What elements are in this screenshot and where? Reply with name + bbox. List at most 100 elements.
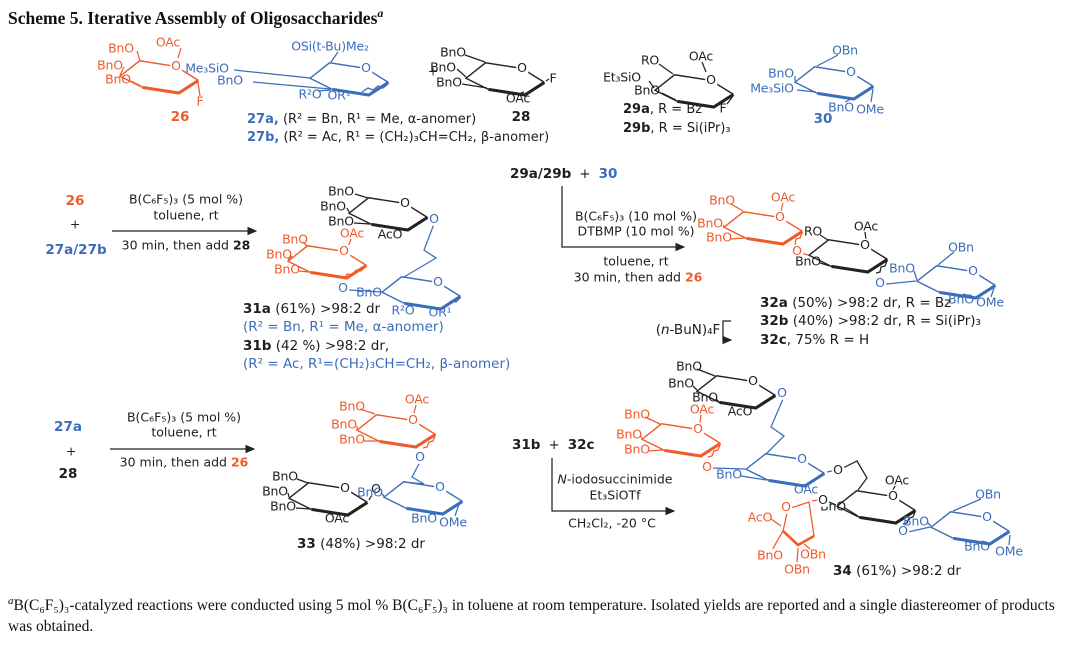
definition-text: (R² = Ac, R¹=(CH₂)₃CH=CH₂, β-anomer) [243, 356, 511, 372]
reagent-text: n [660, 322, 670, 338]
substituent-label: BnO [262, 483, 288, 499]
scheme-title-text: Scheme 5. Iterative Assembly of Oligosac… [8, 7, 378, 28]
compound-number-26: 26 [230, 454, 249, 470]
compound-number-28: 28 [511, 109, 531, 125]
yield-text: (61%) >98:2 dr [270, 301, 381, 317]
substituent-label: BnO [634, 82, 660, 98]
conditions-text: 30 min, then add [121, 237, 233, 253]
glycosidic-oxygen-label: O [776, 384, 788, 400]
reaction-conditions: B(C₆F₅)₃ (10 mol %) [574, 208, 698, 224]
substituent-label: BnO [320, 198, 346, 214]
substituent-label: Me₃SiO [185, 60, 229, 76]
caption-text: , R = Bz [649, 102, 703, 117]
substituent-label: R²O [391, 302, 415, 318]
substituent-label: OAc [689, 401, 715, 417]
ring-oxygen-label: O [360, 59, 372, 75]
reaction-conditions: toluene, rt [151, 424, 217, 440]
compound-number-28: 28 [232, 237, 251, 253]
substituent-label: BnO [339, 398, 365, 414]
reactant-label-32c: 32c [567, 437, 595, 453]
substituent-label: OAc [793, 481, 819, 497]
reactants-header-29-30: 29a/29b +30 [510, 166, 617, 182]
substituent-label: BnO [697, 215, 723, 231]
caption-29a: 29a, R = Bz [623, 102, 702, 117]
yield-label-32b: 32b (40%) >98:2 dr, R = Si(iPr)₃ [760, 313, 981, 329]
substituent-label: BnO [616, 426, 642, 442]
conditions-text: 30 min, then add [119, 454, 231, 470]
reagent-text: ( [655, 322, 661, 338]
conditions-text: N [557, 471, 567, 487]
substituent-label: BnO [328, 213, 354, 229]
substituent-label: OR¹ [327, 87, 351, 103]
substituent-label: BnO [339, 431, 365, 447]
glycosidic-oxygen-label: O [337, 279, 349, 295]
footnote-text: B(C₆F₅)₃-catalyzed reactions were conduc… [8, 597, 1055, 635]
caption-29b: 29b, R = Si(iPr)₃ [623, 121, 731, 136]
substituent-label: BnO [692, 389, 718, 405]
reactant-label-28: 28 [58, 466, 78, 482]
substituent-label: BnO [274, 261, 300, 277]
reactant-label-27a: 27a [54, 419, 82, 435]
ring-oxygen-label: O [796, 450, 808, 466]
ring-oxygen-label: O [774, 208, 786, 224]
reaction-conditions: N-iodosuccinimide [558, 472, 673, 487]
reaction-conditions: CH₂Cl₂, -20 °C [568, 515, 656, 531]
substituent-label: BnO [266, 246, 292, 262]
substituent-label: OAc [853, 218, 879, 234]
substituent-label: RO [803, 223, 823, 239]
substituent-label: OMe [856, 101, 884, 117]
substituent-label: BnO [108, 40, 134, 56]
substituent-label: OBn [784, 561, 810, 577]
ring-oxygen-label: O [780, 498, 792, 514]
substituent-label: BnO [624, 406, 650, 422]
glycosidic-oxygen-label: O [428, 210, 440, 226]
ring-oxygen-label: O [407, 411, 419, 427]
ring-oxygen-label: O [516, 59, 528, 75]
caption-text: , R = Si(iPr)₃ [650, 121, 731, 136]
compound-number-26: 26 [170, 109, 190, 125]
substituent-label: RO [640, 52, 660, 68]
caption-text: (R² = Bn, R¹ = Me, α-anomer) [278, 112, 477, 127]
reaction-conditions: toluene, rt [153, 207, 219, 223]
compound-number-32c: 32c [760, 332, 787, 348]
substituent-label: BnO [709, 192, 735, 208]
substituent-label: OAc [770, 189, 796, 205]
conditions-text: -iodosuccinimide [566, 471, 673, 487]
substituent-label: F [549, 70, 557, 86]
reactant-label-30: 30 [598, 166, 618, 182]
glycosidic-oxygen-label: O [897, 522, 909, 538]
reactant-label-27a27b: 27a/27b [45, 242, 107, 258]
plus-sign: + [579, 166, 591, 182]
yield-label-32a: 32a (50%) >98:2 dr, R = Bz [760, 295, 951, 311]
ring-oxygen-label: O [747, 372, 759, 388]
substituent-label: BnO [270, 498, 296, 514]
substituent-label: BnO [676, 358, 702, 374]
substituent-label: OMe [995, 543, 1023, 559]
substituent-label: BnO [411, 510, 437, 526]
substituent-label: BnO [716, 466, 742, 482]
compound-number-31a: 31a [243, 301, 271, 317]
substituent-label: BnO [964, 538, 990, 554]
compound-number-27a: 27a, [247, 112, 279, 127]
definition-text: (R² = Bn, R¹ = Me, α-anomer) [243, 319, 444, 335]
ring-oxygen-label: O [338, 242, 350, 258]
compound-number-34: 34 [833, 563, 852, 579]
substituent-label: OMe [976, 294, 1004, 310]
plus-sign: + [65, 443, 77, 459]
tbaf-reagent-label: (n-BuN)₄F [656, 322, 721, 338]
reaction-conditions: toluene, rt [603, 253, 669, 269]
substituent-label: OSi(t-Bu)Me₂ [291, 38, 369, 54]
substituent-label: OAc [404, 391, 430, 407]
substituent-label: BnO [889, 260, 915, 276]
reaction-conditions: 30 min, then add 26 [120, 455, 249, 470]
ring-oxygen-label: O [887, 487, 899, 503]
yield-text: (42 %) >98:2 dr, [271, 338, 390, 354]
compound-number-30: 30 [813, 111, 833, 127]
scheme-title: Scheme 5. Iterative Assembly of Oligosac… [8, 6, 383, 29]
substituent-label: OAc [884, 472, 910, 488]
compound-number-32b: 32b [760, 313, 789, 329]
compound-number-33: 33 [297, 536, 316, 552]
yield-text: (50%) >98:2 dr, R = Bz [787, 295, 952, 311]
ring-oxygen-label: O [692, 420, 704, 436]
